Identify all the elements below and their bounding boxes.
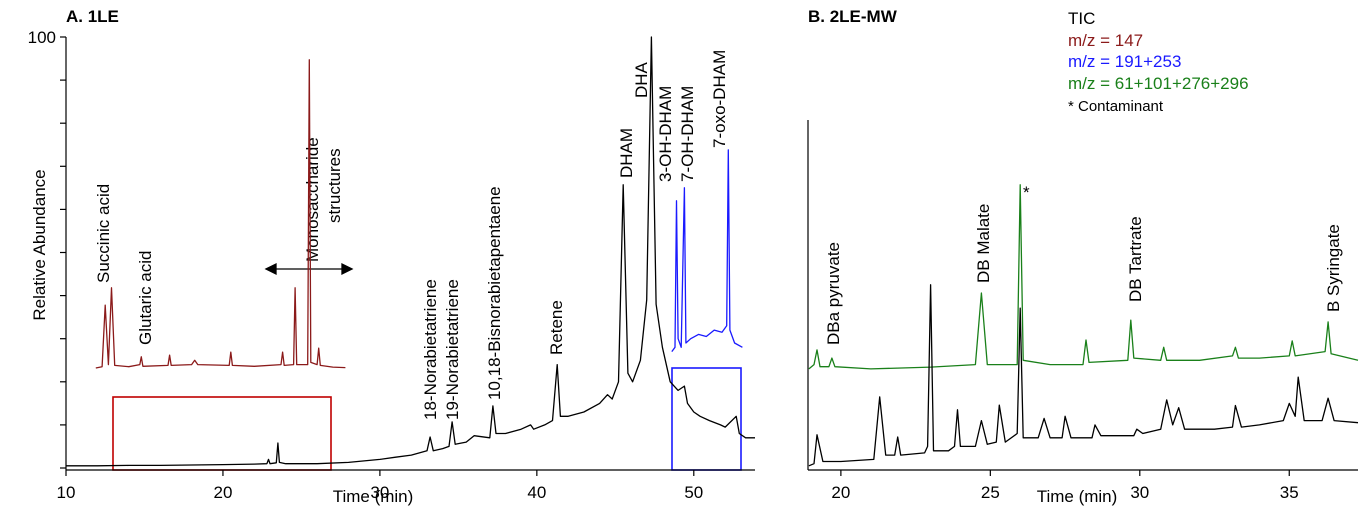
legend: TIC m/z = 147 m/z = 191+253 m/z = 61+101… [1068,9,1249,115]
peak-label: Monosaccharide [303,137,322,262]
x-tick-label: 30 [370,483,389,502]
trace [808,184,1359,370]
legend-entry: TIC [1068,9,1095,28]
x-tick-label: 35 [1280,483,1299,502]
peak-label: 3-OH-DHAM [656,86,675,182]
peak-label: B Syringate [1324,224,1343,312]
peak-label: 18-Norabietatriene [421,279,440,420]
legend-entry: m/z = 191+253 [1068,52,1181,71]
peak-label: Retene [547,300,566,355]
peak-label: 10,18-Bisnorabietapentaene [485,186,504,400]
trace [671,149,743,352]
peak-label: Succinic acid [94,184,113,283]
region-box [112,396,332,471]
x-tick-label: 40 [527,483,546,502]
x-tick-label: 20 [831,483,850,502]
peak-label: DB Tartrate [1126,216,1145,302]
legend-entry: m/z = 147 [1068,31,1143,50]
peak-label: DHA [632,61,651,98]
x-tick-label: 25 [981,483,1000,502]
x-axis-label: Time (min) [1037,487,1118,506]
trace [66,36,755,467]
peak-label: 7-OH-DHAM [678,86,697,182]
peak-label: structures [325,148,344,223]
trace [808,284,1359,467]
legend-entry: m/z = 61+101+276+296 [1068,74,1249,93]
peak-label: DB Malate [974,204,993,283]
x-tick-label: 20 [213,483,232,502]
x-tick-label: 30 [1130,483,1149,502]
annotations: Succinic acid Glutaric acid Monosacchari… [94,50,1343,420]
y-tick-label: 100 [28,28,56,47]
peak-label: DBa pyruvate [824,242,843,345]
legend-note: * Contaminant [1068,98,1164,115]
x-tick-label: 50 [684,483,703,502]
panel-title: B. 2LE-MW [808,7,898,26]
x-tick-label: 10 [57,483,76,502]
peak-label: DHAM [617,128,636,178]
trace [95,59,346,369]
x-axis-label: Time (min) [333,487,414,506]
peak-label: Glutaric acid [136,251,155,345]
peak-label: 19-Norabietatriene [443,279,462,420]
range-arrow [264,262,354,276]
panel-title: A. 1LE [66,7,119,26]
contaminant-mark: * [1023,183,1030,202]
y-axis-label: Relative Abundance [30,169,49,320]
peak-label: 7-oxo-DHAM [710,50,729,148]
